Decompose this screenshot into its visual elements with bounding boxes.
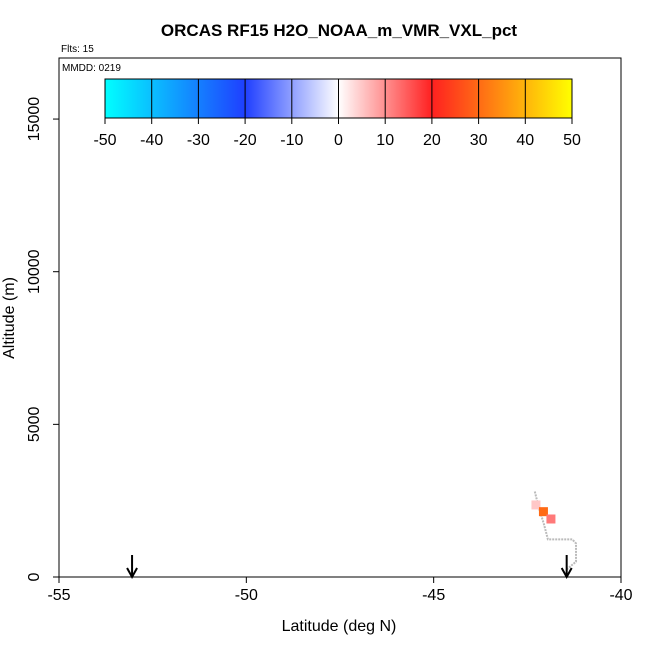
colorbar-tick-label: 0 bbox=[334, 132, 343, 149]
colorbar-tick-label: 10 bbox=[376, 132, 394, 149]
arrow-head bbox=[560, 567, 573, 580]
colorbar: -50 -40 -30 -20 -10 0 10 20 30 40 50 bbox=[93, 78, 581, 149]
x-axis-label: Latitude (deg N) bbox=[282, 618, 397, 635]
date-label: MMDD: 0219 bbox=[62, 63, 121, 74]
y-axis: 0 5000 10000 15000 bbox=[26, 97, 59, 581]
arrow-head bbox=[126, 567, 138, 580]
colorbar-tick-label: -50 bbox=[93, 132, 116, 149]
x-tick-label: -55 bbox=[47, 587, 70, 604]
colorbar-tick-label: -10 bbox=[280, 132, 303, 149]
x-axis: -55 -50 -45 -40 bbox=[47, 577, 633, 604]
x-tick-label: -45 bbox=[422, 587, 445, 604]
colorbar-tick-label: 20 bbox=[423, 132, 441, 149]
chart-title: ORCAS RF15 H2O_NOAA_m_VMR_VXL_pct bbox=[161, 21, 517, 40]
colorbar-tick-label: 30 bbox=[470, 132, 488, 149]
flight-track-layer bbox=[533, 491, 577, 571]
colorbar-tick-label: 50 bbox=[563, 132, 581, 149]
data-point bbox=[546, 514, 556, 524]
y-tick-label: 0 bbox=[26, 572, 43, 581]
colorbar-tick-label: -30 bbox=[187, 132, 210, 149]
flight-track bbox=[533, 491, 577, 571]
data-point bbox=[538, 507, 548, 517]
flights-label: Flts: 15 bbox=[61, 44, 94, 55]
x-tick-label: -40 bbox=[609, 587, 632, 604]
data-point bbox=[531, 500, 541, 510]
colorbar-tick-label: -40 bbox=[140, 132, 163, 149]
colorbar-tick-label: 40 bbox=[516, 132, 534, 149]
colorbar-tick-label: -20 bbox=[234, 132, 257, 149]
data-points-layer bbox=[531, 500, 556, 524]
y-tick-label: 15000 bbox=[26, 97, 43, 142]
arrow-markers-layer bbox=[126, 555, 573, 580]
y-tick-label: 10000 bbox=[26, 249, 43, 294]
y-axis-label: Altitude (m) bbox=[1, 277, 18, 359]
x-tick-label: -50 bbox=[235, 587, 258, 604]
y-tick-label: 5000 bbox=[26, 406, 43, 442]
plot-frame bbox=[58, 57, 622, 578]
